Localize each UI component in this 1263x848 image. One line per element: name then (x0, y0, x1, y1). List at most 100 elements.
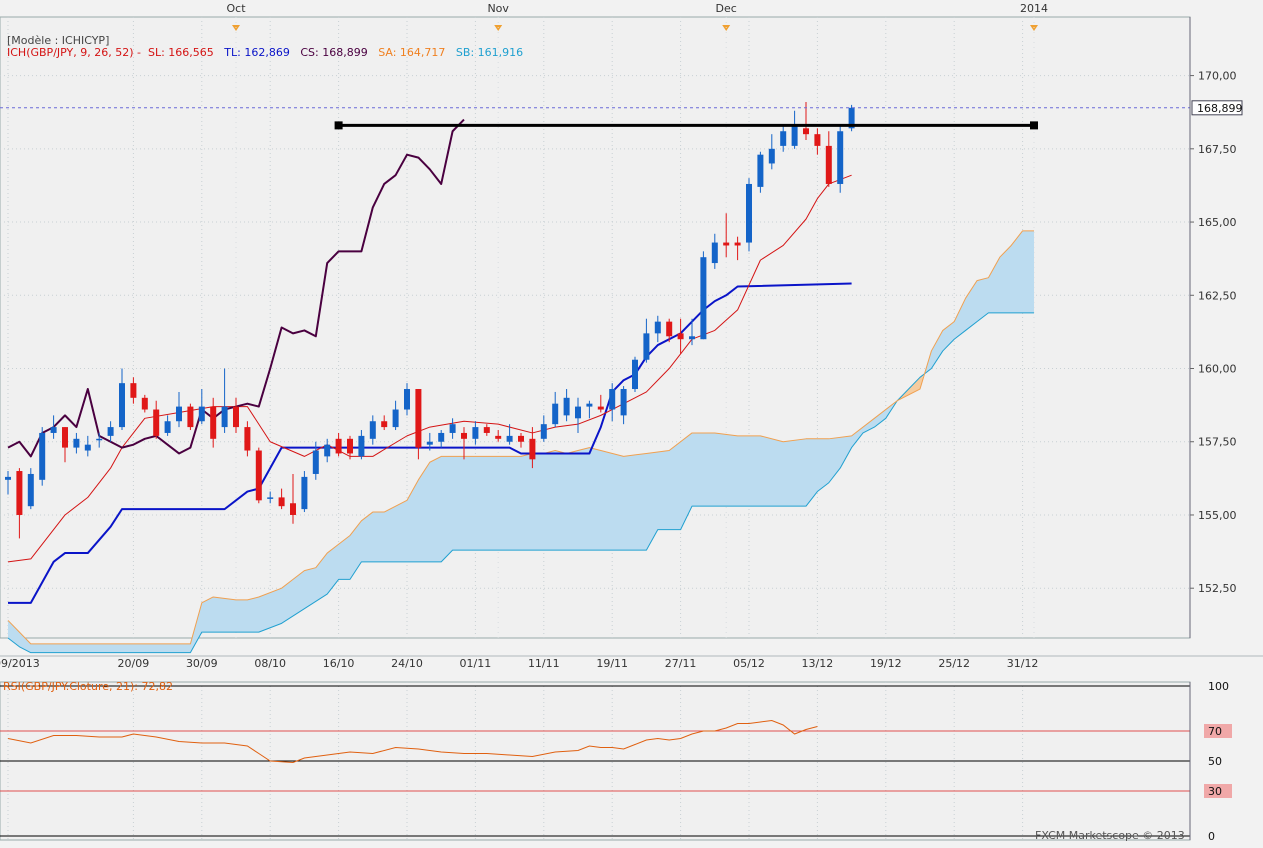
date-tick-label: 01/11 (460, 657, 492, 670)
date-tick-label: 20/09 (118, 657, 150, 670)
legend-tl: TL: 162,869 (224, 46, 290, 59)
candle-bearish (461, 432, 467, 439)
candle-bearish (529, 438, 536, 460)
rsi-level-label: 0 (1208, 830, 1215, 843)
month-label: Nov (487, 2, 509, 15)
rsi-level-label: 70 (1208, 725, 1222, 738)
candle-bullish (267, 497, 274, 499)
date-tick-label: 27/11 (665, 657, 697, 670)
candle-bullish (301, 476, 308, 510)
candle-bearish (597, 406, 604, 410)
y-tick-label: 157,50 (1198, 436, 1237, 449)
candle-bearish (62, 427, 68, 448)
candle-bearish (415, 389, 422, 448)
date-tick-label: 19/12 (870, 657, 902, 670)
date-tick-label: 16/10 (323, 657, 355, 670)
month-label: 2014 (1020, 2, 1048, 15)
y-tick-label: 162,50 (1198, 289, 1237, 302)
rsi-title: RSI(GBP/JPY.Cloture, 21): 72,82 (3, 680, 173, 693)
kumo-cloud-bearish (900, 375, 923, 400)
candle-bullish (848, 107, 855, 129)
candle-bullish (791, 125, 798, 146)
candle-bullish (700, 257, 707, 340)
candle-bullish (586, 403, 593, 407)
candle-bearish (495, 435, 502, 439)
kumo-cloud-bullish (8, 400, 898, 653)
candle-bullish (324, 444, 331, 457)
candle-bearish (244, 427, 251, 451)
candle-bearish (723, 242, 730, 246)
candle-bullish (837, 131, 844, 184)
candle-bullish (620, 389, 627, 416)
candle-bullish (84, 444, 91, 451)
candle-bullish (746, 183, 752, 243)
candle-bullish (552, 403, 559, 425)
rsi-level-label: 50 (1208, 755, 1222, 768)
candle-bullish (404, 389, 410, 410)
candle-bullish (221, 406, 228, 428)
candle-bearish (233, 406, 239, 428)
candle-bearish (803, 128, 809, 135)
candle-bullish (540, 424, 547, 439)
date-tick-label: 08/10 (254, 657, 286, 670)
date-tick-label: 19/11 (596, 657, 628, 670)
legend-sl: SL: 166,565 (147, 46, 214, 59)
model-label: [Modèle : ICHICYP] (7, 34, 110, 47)
candle-bullish (449, 424, 456, 433)
date-tick-label: 24/10 (391, 657, 423, 670)
date-tick-label: 13/12 (802, 657, 834, 670)
rsi-level-badge (1204, 784, 1232, 798)
ichimoku-legend: ICH(GBP/JPY, 9, 26, 52) - SL: 166,565 TL… (7, 46, 523, 59)
candle-bearish (335, 438, 342, 454)
rsi-level-label: 100 (1208, 680, 1229, 693)
candle-bullish (312, 450, 319, 474)
candle-bullish (369, 421, 376, 439)
candle-bullish (472, 427, 479, 439)
candle-bearish (347, 438, 353, 454)
candle-bullish (654, 321, 661, 334)
candle-bullish (780, 131, 787, 146)
candle-bullish (609, 389, 616, 410)
resistance-handle-left (334, 121, 343, 130)
tenkan-sen-line (7, 174, 852, 563)
candle-bearish (290, 503, 296, 515)
current-price-label: 168,899 (1197, 102, 1243, 115)
senkou-span-b-line (7, 312, 1034, 654)
candle-bearish (210, 406, 217, 439)
date-tick-label: 31/12 (1007, 657, 1039, 670)
rsi-level-badge (1204, 724, 1232, 738)
y-tick-label: 155,00 (1198, 509, 1237, 522)
candle-bearish (483, 427, 490, 433)
rsi-level-label: 30 (1208, 785, 1222, 798)
rsi-line (7, 719, 818, 764)
candle-bullish (392, 409, 399, 428)
candle-bullish (107, 427, 114, 436)
candle-bullish (426, 441, 433, 445)
legend-sa: SA: 164,717 (378, 46, 446, 59)
ichimoku-prefix: ICH(GBP/JPY, 9, 26, 52) - (7, 46, 141, 59)
candle-bullish (757, 154, 764, 187)
candle-bullish (198, 406, 205, 422)
candle-bullish (632, 359, 638, 390)
candle-bearish (141, 397, 148, 410)
resistance-handle-right (1030, 121, 1038, 130)
candle-bearish (518, 435, 524, 442)
candle-bearish (255, 450, 262, 501)
candle-bearish (187, 406, 194, 428)
candle-bullish (27, 473, 34, 507)
legend-cs: CS: 168,899 (300, 46, 368, 59)
candle-bullish (643, 333, 650, 360)
candle-bullish (39, 432, 46, 480)
current-price-box (1191, 100, 1243, 116)
candle-bullish (689, 336, 695, 340)
date-tick-label: 11/11 (528, 657, 560, 670)
date-tick-label: 05/12 (733, 657, 765, 670)
candle-bullish (506, 435, 513, 442)
month-label: Oct (226, 2, 246, 15)
candle-bullish (50, 427, 57, 433)
legend-sb: SB: 161,916 (455, 46, 524, 59)
y-tick-label: 167,50 (1198, 143, 1237, 156)
y-tick-label: 152,50 (1198, 582, 1237, 595)
